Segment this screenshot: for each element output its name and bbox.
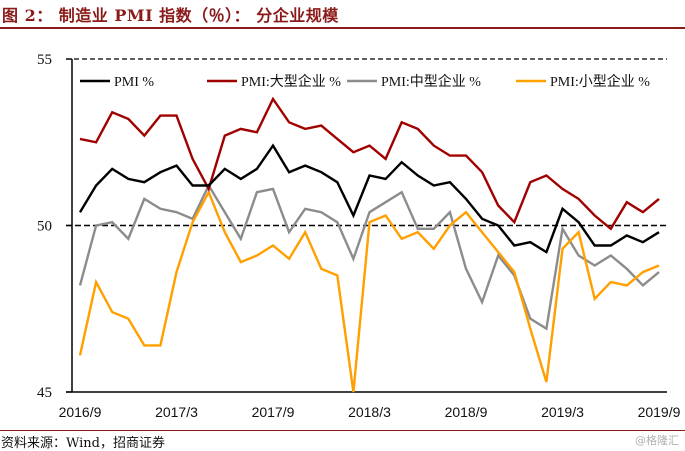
axes: 45 50 55 2016/9 2017/3 2017/9 2018/3 2018/9 2019… — [37, 52, 681, 420]
legend-label: PMI:中型企业 % — [381, 73, 481, 90]
figure-title: 图 2： 制造业 PMI 指数（％）： 分企业规模 — [2, 6, 339, 25]
series-layer — [78, 96, 660, 393]
x-tick-label: 2018/3 — [348, 404, 391, 420]
x-tick-label: 2017/3 — [155, 404, 198, 420]
x-tick-label: 2017/9 — [252, 404, 295, 420]
x-tick-label: 2019/9 — [638, 404, 681, 420]
y-tick-label: 45 — [37, 385, 52, 401]
x-tick-label: 2018/9 — [445, 404, 488, 420]
title-divider — [0, 27, 685, 29]
y-tick-label: 50 — [37, 219, 52, 235]
y-tick-label: 55 — [37, 52, 52, 68]
legend: PMI % PMI:大型企业 % PMI:中型企业 % PMI:小型企业 % — [80, 73, 650, 90]
legend-label: PMI % — [114, 75, 154, 90]
legend-label: PMI:小型企业 % — [550, 73, 650, 90]
series-line-1 — [79, 96, 660, 231]
watermark: @格隆汇 — [635, 434, 679, 447]
source-divider — [0, 430, 685, 431]
pmi-line-chart: 45 50 55 2016/9 2017/3 2017/9 2018/3 2018/9 2019… — [37, 52, 681, 420]
series-line-0 — [78, 143, 660, 254]
legend-label: PMI:大型企业 % — [241, 73, 341, 90]
x-tick-label: 2016/9 — [59, 404, 102, 420]
x-tick-label: 2019/3 — [541, 404, 584, 420]
source-note: 资料来源：Wind，招商证券 — [1, 436, 165, 451]
series-line-2 — [78, 182, 660, 331]
